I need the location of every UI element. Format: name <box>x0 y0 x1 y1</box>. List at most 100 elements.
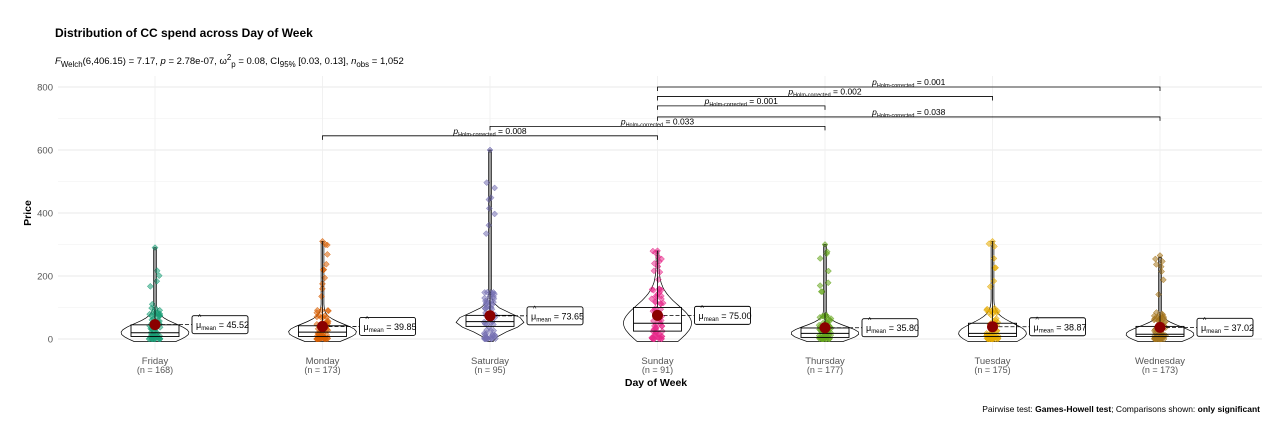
f-stat-sub: Welch <box>60 60 83 70</box>
bracket-label: pHolm-corrected = 0.008 <box>452 126 527 138</box>
category-group-saturday: μmean = 73.65^ Saturday(n = 95) <box>455 146 584 375</box>
mean-label-box <box>359 316 416 336</box>
bracket-label: pHolm-corrected = 0.001 <box>871 77 946 89</box>
data-point <box>148 300 156 308</box>
x-tick-n-label: (n = 177) <box>807 365 843 375</box>
x-tick-label: Sunday <box>641 356 673 367</box>
x-tick-label: Tuesday <box>974 356 1010 367</box>
bracket-label: pHolm-corrected = 0.002 <box>787 86 862 98</box>
mean-hat: ^ <box>701 305 705 312</box>
x-axis-title: Day of Week <box>625 377 687 389</box>
data-point <box>990 255 998 262</box>
mean-label: μmean = 38.87 <box>1034 322 1087 334</box>
data-point <box>483 326 491 334</box>
data-point <box>145 335 153 343</box>
data-point <box>827 315 835 322</box>
data-point <box>989 335 996 342</box>
data-point <box>151 335 159 343</box>
mean-label: μmean = 37.02 <box>1201 323 1254 335</box>
mean-label-box <box>861 318 919 338</box>
bracket-line <box>657 86 1161 91</box>
x-tick-label: Thursday <box>805 356 845 367</box>
data-point <box>1159 276 1167 284</box>
data-point <box>483 288 491 296</box>
y-tick-label: 600 <box>37 146 53 157</box>
mean-label-box <box>191 315 249 335</box>
mean-hat: ^ <box>1036 317 1040 324</box>
y-tick-label: 800 <box>37 83 53 94</box>
data-point <box>313 335 320 343</box>
data-point <box>481 335 488 343</box>
y-axis-title: Price <box>22 200 34 226</box>
data-point <box>485 221 493 229</box>
n-label: n <box>351 56 357 68</box>
data-point <box>152 305 159 313</box>
data-point <box>322 260 330 268</box>
mean-label-box <box>694 305 751 325</box>
n-value: = 1,052 <box>369 56 404 68</box>
mean-point <box>1154 321 1166 333</box>
data-point <box>146 283 154 290</box>
data-point <box>487 194 495 202</box>
mean-label-box <box>526 306 584 326</box>
mean-hat: ^ <box>1203 317 1207 324</box>
omega-value: = 0.08, CI <box>235 56 280 68</box>
mean-point <box>987 321 998 333</box>
ci-sub: 95% <box>279 60 296 70</box>
bracket-label: pHolm-corrected = 0.038 <box>871 107 946 119</box>
data-point <box>816 282 824 289</box>
mean-point <box>149 319 161 331</box>
bracket-line <box>489 125 826 131</box>
data-point <box>491 290 498 298</box>
omega-sub: p <box>231 60 236 70</box>
data-point <box>658 322 666 330</box>
chart-subtitle: FWelch(6,406.15) = 7.17, p = 2.78e-07, ω… <box>55 53 404 69</box>
data-point <box>650 286 657 294</box>
data-point <box>994 335 1002 343</box>
data-point <box>148 312 156 320</box>
y-tick-label: 200 <box>37 272 53 283</box>
data-point <box>155 312 163 320</box>
category-group-sunday: μmean = 75.00^ Sunday(n = 91) <box>623 247 752 375</box>
x-tick-label: Friday <box>142 356 169 367</box>
bracket-line <box>657 116 1161 121</box>
y-tick-label: 400 <box>37 209 53 220</box>
bracket-line <box>657 96 993 101</box>
data-point <box>314 332 321 339</box>
data-point <box>654 276 662 283</box>
mean-label: μmean = 75.00 <box>699 311 752 323</box>
caption-test: Games-Howell test <box>1035 404 1112 414</box>
x-tick-label: Wednesday <box>1135 356 1185 367</box>
data-point <box>817 288 825 295</box>
x-tick-n-label: (n = 91) <box>642 365 673 375</box>
n-sub: obs <box>356 60 370 70</box>
caption-prefix: Pairwise test: <box>982 404 1036 414</box>
mean-label-box <box>1029 317 1086 337</box>
data-point <box>324 251 331 258</box>
caption-middle: ; Comparisons shown: <box>1111 404 1198 414</box>
mean-label: μmean = 45.52 <box>196 320 249 332</box>
box-iqr <box>633 307 682 332</box>
data-point <box>992 264 999 272</box>
data-point <box>318 293 325 300</box>
f-stat-label: F <box>55 56 61 68</box>
data-point <box>1152 261 1160 268</box>
data-point <box>983 334 991 342</box>
p-value: = 2.78e-07, <box>165 56 220 68</box>
data-point <box>483 179 491 186</box>
y-tick-label: 0 <box>48 335 53 346</box>
data-point <box>993 309 1001 317</box>
data-point <box>314 306 321 314</box>
data-point <box>491 210 499 218</box>
chart-title: Distribution of CC spend across Day of W… <box>55 26 313 40</box>
data-point <box>481 320 489 328</box>
bracket-label: pHolm-corrected = 0.001 <box>704 96 779 108</box>
mean-label: μmean = 35.80 <box>866 323 919 335</box>
data-point <box>485 205 493 212</box>
data-point <box>824 279 832 287</box>
bracket-line <box>322 135 658 140</box>
pairwise-bracket: pHolm-corrected = 0.038 <box>657 107 1161 121</box>
category-group-wednesday: μmean = 37.02^ Wednesday(n = 173) <box>1125 252 1254 375</box>
data-point <box>1151 315 1158 323</box>
category-group-tuesday: μmean = 38.87^ Tuesday(n = 175) <box>958 237 1087 375</box>
